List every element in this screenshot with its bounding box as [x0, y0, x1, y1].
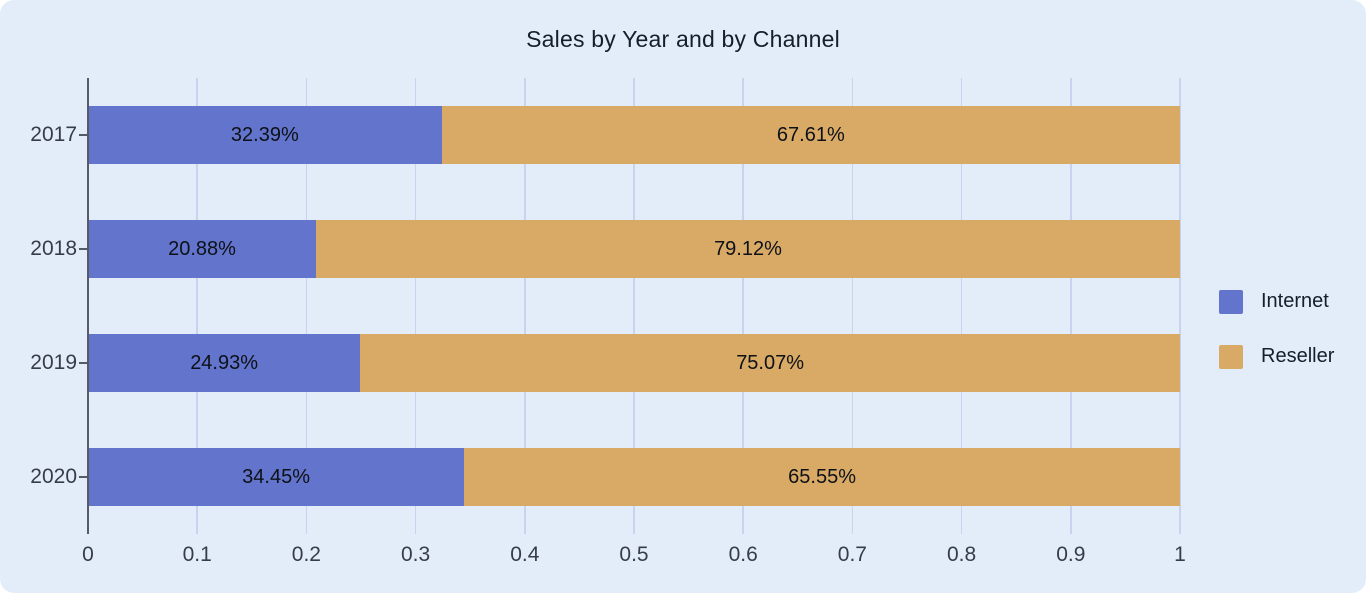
legend-label: Reseller [1261, 345, 1335, 367]
x-tick-label: 0 [82, 543, 94, 566]
bar-value-label: 32.39% [230, 123, 299, 146]
bar-value-label: 20.88% [168, 237, 236, 260]
y-tick-label: 2020 [30, 465, 77, 488]
y-tick-label: 2019 [30, 351, 77, 374]
y-tick-mark [79, 362, 87, 364]
gridline [305, 78, 308, 534]
x-tick-label: 0.5 [619, 543, 649, 566]
bar-value-label: 65.55% [788, 465, 856, 488]
x-tick-label: 0.9 [1056, 543, 1086, 566]
bar-value-label: 67.61% [776, 123, 845, 146]
bar-reseller-2017[interactable]: 67.61% [441, 106, 1180, 164]
bar-internet-2017[interactable]: 32.39% [88, 106, 442, 164]
bar-reseller-2019[interactable]: 75.07% [360, 334, 1180, 392]
legend-label: Internet [1261, 290, 1329, 312]
gridline [196, 78, 198, 534]
bar-reseller-2020[interactable]: 65.55% [464, 448, 1180, 506]
x-tick-label: 0.6 [728, 543, 758, 566]
x-tick-label: 1 [1174, 543, 1186, 566]
y-tick-mark [79, 476, 87, 478]
bar-internet-2019[interactable]: 24.93% [88, 334, 361, 392]
y-tick-label: 2017 [30, 123, 77, 146]
x-tick-label: 0.4 [510, 543, 540, 566]
bar-value-label: 79.12% [714, 237, 782, 260]
gridline [742, 78, 744, 534]
legend-item-internet[interactable]: Internet [1219, 289, 1334, 314]
y-tick-label: 2018 [30, 237, 77, 260]
y-tick-mark [79, 248, 87, 250]
gridline [960, 78, 963, 534]
bar-reseller-2018[interactable]: 79.12% [316, 220, 1180, 278]
gridline [1179, 78, 1181, 534]
legend-swatch-reseller [1219, 344, 1243, 369]
bar-value-label: 34.45% [242, 465, 311, 488]
y-axis-line [87, 78, 89, 534]
gridline [524, 78, 526, 534]
x-tick-label: 0.2 [291, 543, 321, 566]
bar-internet-2020[interactable]: 34.45% [88, 448, 465, 506]
legend-item-reseller[interactable]: Reseller [1219, 344, 1334, 369]
gridline [633, 78, 635, 534]
legend-swatch-internet [1219, 289, 1243, 314]
x-tick-label: 0.3 [400, 543, 431, 566]
gridline [851, 78, 854, 534]
gridline [414, 78, 417, 534]
bar-value-label: 75.07% [736, 351, 805, 374]
gridline [1070, 78, 1072, 534]
x-tick-label: 0.8 [946, 543, 977, 566]
bar-internet-2018[interactable]: 20.88% [88, 220, 316, 278]
x-tick-label: 0.1 [182, 543, 212, 566]
chart-title: Sales by Year and by Channel [526, 26, 840, 52]
bar-value-label: 24.93% [190, 351, 259, 374]
legend: Internet Reseller [1219, 289, 1334, 399]
y-tick-mark [79, 134, 87, 136]
x-tick-label: 0.7 [837, 543, 867, 566]
